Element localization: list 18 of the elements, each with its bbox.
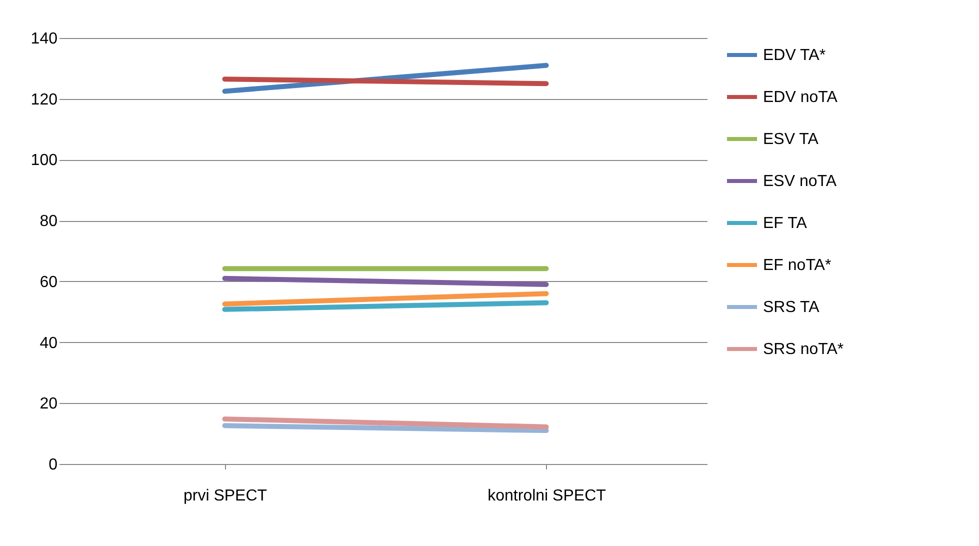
legend-label: EDV TA* <box>763 47 826 64</box>
x-tick-label: kontrolni SPECT <box>488 488 606 504</box>
legend-label: EF noTA* <box>763 257 832 274</box>
legend-label: ESV TA <box>763 131 819 148</box>
legend-label: EF TA <box>763 215 808 232</box>
x-tick-label: prvi SPECT <box>183 488 268 504</box>
legend-label: EDV noTA <box>763 89 838 106</box>
y-tick-label: 120 <box>30 91 58 108</box>
y-tick-label: 20 <box>40 396 58 413</box>
legend-label: ESV noTA <box>763 173 837 190</box>
y-tick-label: 40 <box>40 334 58 352</box>
legend-label: SRS TA <box>763 299 820 316</box>
y-tick-label: 80 <box>40 213 58 230</box>
legend-label: SRS noTA* <box>763 341 844 358</box>
y-tick-label: 60 <box>40 274 58 291</box>
y-tick-label: 140 <box>30 30 58 48</box>
y-tick-label: 0 <box>48 456 58 474</box>
y-tick-label: 100 <box>30 152 58 170</box>
